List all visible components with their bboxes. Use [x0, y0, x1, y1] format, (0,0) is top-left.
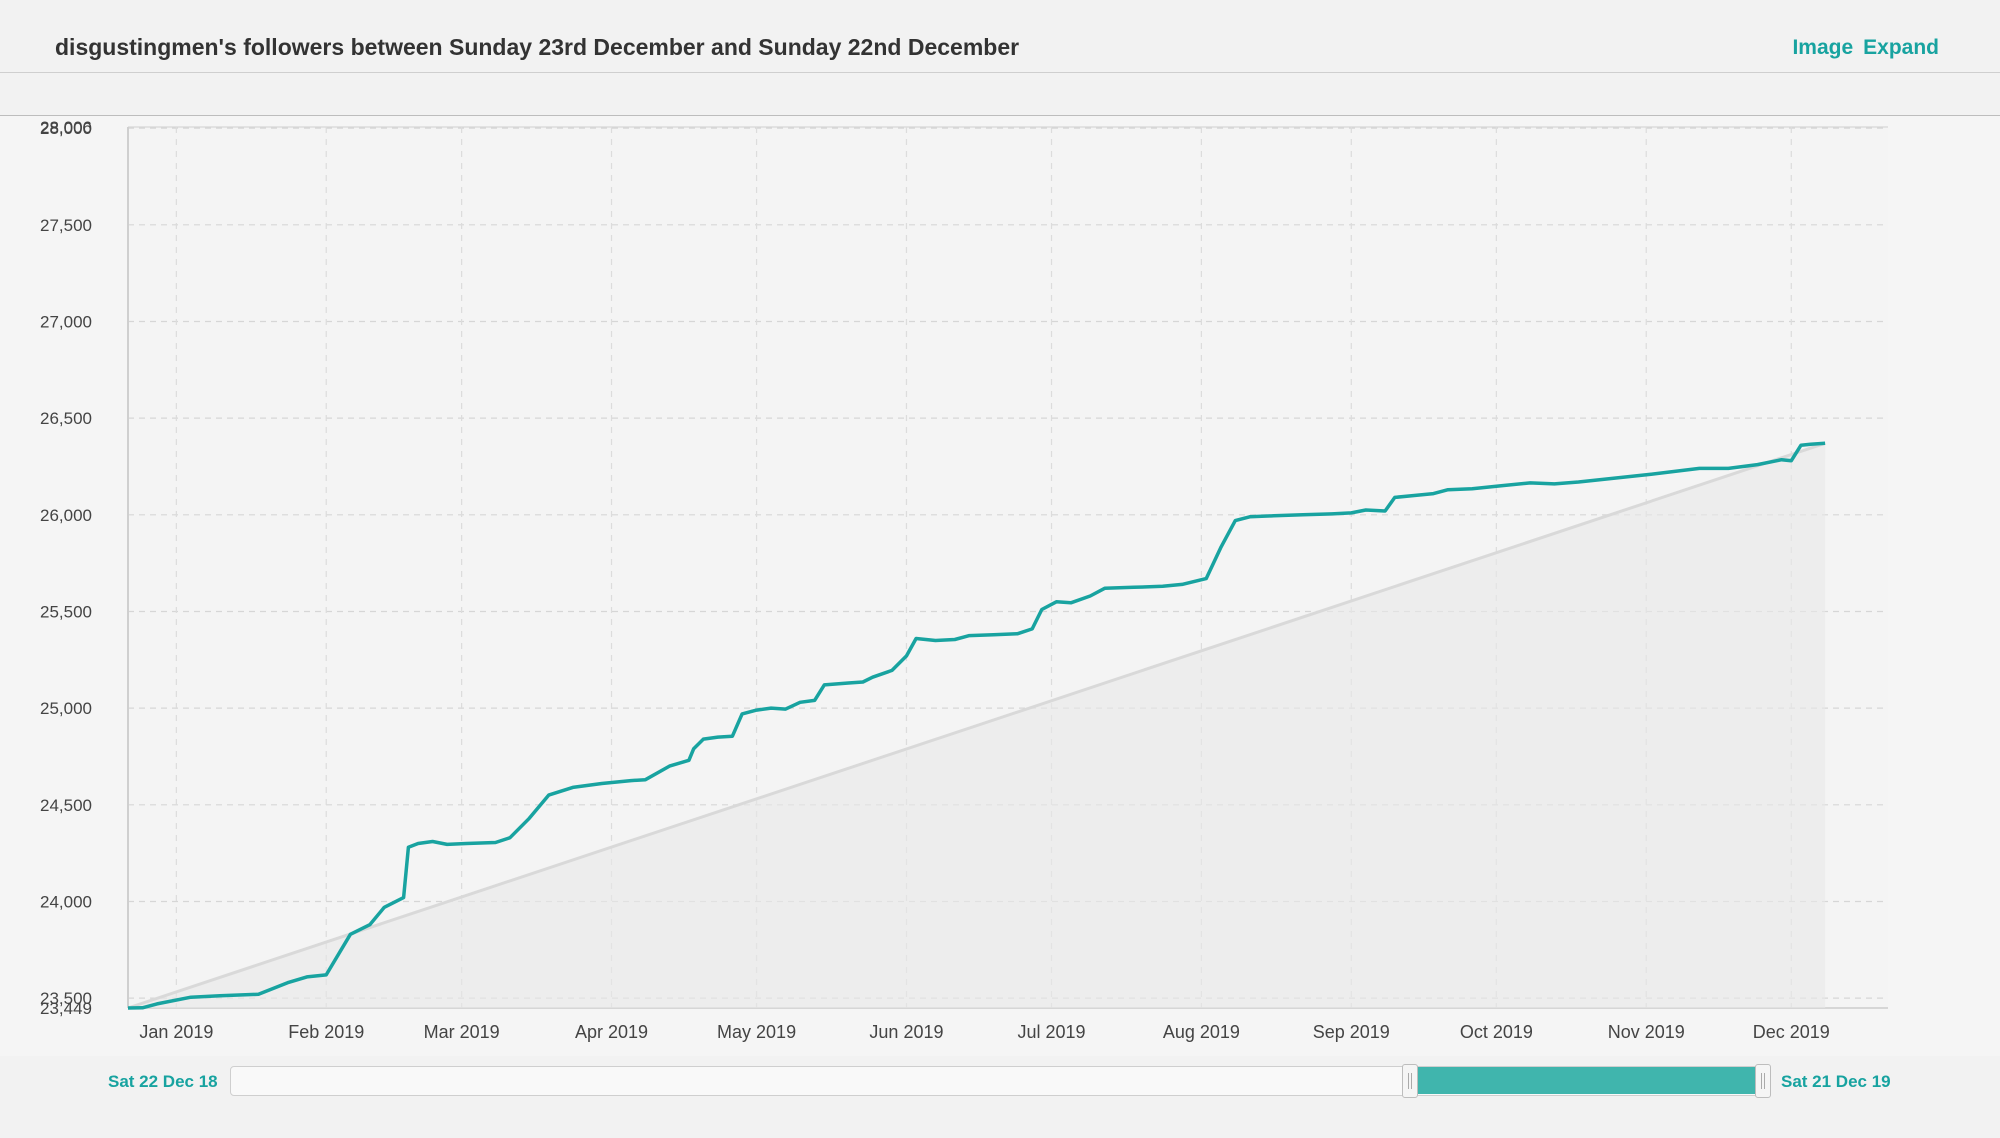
y-tick-label: 25,500: [40, 602, 92, 621]
chart-header: disgustingmen's followers between Sunday…: [0, 0, 2000, 73]
series-line-followers: [127, 441, 1826, 1010]
expand-button[interactable]: Expand: [1863, 36, 1939, 59]
y-tick-label: 23,500: [40, 989, 92, 1008]
y-tick-label: 23,449: [40, 999, 92, 1018]
y-tick-label: 26,000: [40, 506, 92, 525]
date-range-navigator: Sat 22 Dec 18 Sat 21 Dec 19: [0, 1056, 2000, 1138]
x-tick-label: Apr 2019: [575, 1022, 648, 1042]
navigator-selection[interactable]: [1418, 1067, 1763, 1094]
x-tick-label: May 2019: [717, 1022, 796, 1042]
y-tick-label: 24,000: [40, 892, 92, 911]
x-tick-label: Jul 2019: [1017, 1022, 1085, 1042]
navigator-right-handle[interactable]: [1755, 1064, 1771, 1098]
chart-actions: Image Expand: [1792, 36, 1939, 60]
x-tick-label: Jun 2019: [869, 1022, 943, 1042]
y-tick-label: 25,000: [40, 699, 92, 718]
x-tick-label: Oct 2019: [1460, 1022, 1533, 1042]
y-tick-label: 26,500: [40, 409, 92, 428]
x-tick-label: Feb 2019: [288, 1022, 364, 1042]
x-tick-label: Mar 2019: [424, 1022, 500, 1042]
navigator-left-handle[interactable]: [1402, 1064, 1418, 1098]
trend-line: [127, 441, 1826, 1010]
x-tick-label: Jan 2019: [139, 1022, 213, 1042]
y-tick-label: 24,500: [40, 796, 92, 815]
chart-title: disgustingmen's followers between Sunday…: [55, 34, 1020, 60]
navigator-start-label: Sat 22 Dec 18: [108, 1072, 218, 1091]
x-tick-label: Nov 2019: [1608, 1022, 1685, 1042]
chart-area: 23,449 23,500 24,000 24,500 25,000 25,500 26,0…: [0, 115, 2000, 1057]
y-tick-label: 28,000: [40, 119, 92, 138]
x-tick-label: Sep 2019: [1313, 1022, 1390, 1042]
y-tick-label: 27,500: [40, 216, 92, 235]
x-tick-label: Aug 2019: [1163, 1022, 1240, 1042]
navigator-end-label: Sat 21 Dec 19: [1781, 1072, 1891, 1091]
x-tick-label: Dec 2019: [1753, 1022, 1830, 1042]
image-button[interactable]: Image: [1792, 36, 1854, 59]
y-tick-label: 27,000: [40, 312, 92, 331]
y-tick-label: 28,006: [40, 118, 92, 137]
